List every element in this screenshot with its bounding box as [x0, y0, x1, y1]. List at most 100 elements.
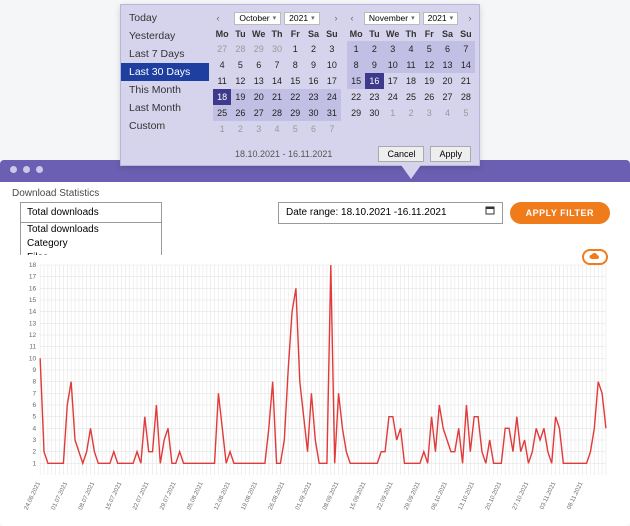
day-cell[interactable]: 7: [268, 57, 286, 73]
day-cell[interactable]: 6: [250, 57, 268, 73]
day-cell[interactable]: 5: [420, 41, 438, 57]
day-cell[interactable]: 16: [304, 73, 322, 89]
year-select-right[interactable]: 2021: [423, 12, 458, 25]
day-cell[interactable]: 17: [323, 73, 341, 89]
preset-option[interactable]: Last 7 Days: [121, 45, 209, 63]
popover-cancel-button[interactable]: Cancel: [378, 146, 424, 162]
day-cell[interactable]: 10: [384, 57, 402, 73]
day-cell[interactable]: 3: [250, 121, 268, 137]
day-cell[interactable]: 5: [231, 57, 249, 73]
day-cell[interactable]: 1: [384, 105, 402, 121]
apply-filter-button[interactable]: APPLY FILTER: [510, 202, 610, 224]
day-cell[interactable]: 29: [286, 105, 304, 121]
day-cell[interactable]: 9: [304, 57, 322, 73]
day-cell[interactable]: 20: [438, 73, 456, 89]
cloud-download-icon[interactable]: [582, 249, 608, 265]
day-cell[interactable]: 18: [402, 73, 420, 89]
next-month-right-button[interactable]: ›: [465, 13, 475, 23]
day-cell[interactable]: 21: [457, 73, 475, 89]
day-cell[interactable]: 7: [457, 41, 475, 57]
day-cell[interactable]: 11: [213, 73, 231, 89]
day-cell[interactable]: 26: [420, 89, 438, 105]
day-cell[interactable]: 31: [323, 105, 341, 121]
day-cell[interactable]: 3: [420, 105, 438, 121]
day-cell[interactable]: 13: [438, 57, 456, 73]
day-cell[interactable]: 24: [323, 89, 341, 105]
day-cell[interactable]: 13: [250, 73, 268, 89]
day-cell[interactable]: 17: [384, 73, 402, 89]
day-cell[interactable]: 8: [347, 57, 365, 73]
day-cell[interactable]: 7: [323, 121, 341, 137]
day-cell[interactable]: 1: [347, 41, 365, 57]
day-cell[interactable]: 15: [347, 73, 365, 89]
day-cell[interactable]: 2: [365, 41, 383, 57]
day-cell[interactable]: 4: [213, 57, 231, 73]
day-cell[interactable]: 28: [268, 105, 286, 121]
day-cell[interactable]: 28: [231, 41, 249, 57]
day-cell[interactable]: 29: [347, 105, 365, 121]
day-cell[interactable]: 19: [231, 89, 249, 105]
day-cell[interactable]: 26: [231, 105, 249, 121]
day-cell[interactable]: 2: [304, 41, 322, 57]
day-cell[interactable]: 29: [250, 41, 268, 57]
prev-month-right-button[interactable]: ‹: [347, 13, 357, 23]
day-cell[interactable]: 24: [384, 89, 402, 105]
metric-option[interactable]: Category: [21, 237, 161, 251]
preset-option[interactable]: This Month: [121, 81, 209, 99]
day-cell[interactable]: 21: [268, 89, 286, 105]
day-cell[interactable]: 3: [323, 41, 341, 57]
preset-option[interactable]: Today: [121, 9, 209, 27]
day-cell[interactable]: 28: [457, 89, 475, 105]
preset-option[interactable]: Last 30 Days: [121, 63, 209, 81]
day-cell[interactable]: 25: [213, 105, 231, 121]
metric-option[interactable]: Total downloads: [21, 223, 161, 237]
day-cell[interactable]: 30: [268, 41, 286, 57]
day-cell[interactable]: 2: [402, 105, 420, 121]
day-cell[interactable]: 14: [268, 73, 286, 89]
day-cell[interactable]: 10: [323, 57, 341, 73]
day-cell[interactable]: 16: [365, 73, 383, 89]
day-cell[interactable]: 6: [304, 121, 322, 137]
day-cell[interactable]: 18: [213, 89, 231, 105]
day-cell[interactable]: 30: [304, 105, 322, 121]
day-cell[interactable]: 12: [420, 57, 438, 73]
day-cell[interactable]: 1: [213, 121, 231, 137]
month-select-right[interactable]: November: [364, 12, 420, 25]
day-cell[interactable]: 23: [365, 89, 383, 105]
day-cell[interactable]: 4: [268, 121, 286, 137]
day-cell[interactable]: 22: [347, 89, 365, 105]
year-select-left[interactable]: 2021: [284, 12, 319, 25]
day-cell[interactable]: 2: [231, 121, 249, 137]
day-cell[interactable]: 5: [457, 105, 475, 121]
preset-option[interactable]: Yesterday: [121, 27, 209, 45]
day-cell[interactable]: 22: [286, 89, 304, 105]
day-cell[interactable]: 27: [250, 105, 268, 121]
day-cell[interactable]: 27: [438, 89, 456, 105]
day-cell[interactable]: 19: [420, 73, 438, 89]
day-cell[interactable]: 27: [213, 41, 231, 57]
day-cell[interactable]: 5: [286, 121, 304, 137]
day-cell[interactable]: 30: [365, 105, 383, 121]
metric-dropdown-selected[interactable]: Total downloads: [21, 203, 161, 223]
popover-apply-button[interactable]: Apply: [430, 146, 471, 162]
day-cell[interactable]: 6: [438, 41, 456, 57]
day-cell[interactable]: 11: [402, 57, 420, 73]
day-cell[interactable]: 14: [457, 57, 475, 73]
day-cell[interactable]: 3: [384, 41, 402, 57]
day-cell[interactable]: 12: [231, 73, 249, 89]
next-month-left-button[interactable]: ›: [331, 13, 341, 23]
day-cell[interactable]: 1: [286, 41, 304, 57]
prev-month-left-button[interactable]: ‹: [213, 13, 223, 23]
day-cell[interactable]: 4: [402, 41, 420, 57]
day-cell[interactable]: 4: [438, 105, 456, 121]
day-cell[interactable]: 20: [250, 89, 268, 105]
day-cell[interactable]: 25: [402, 89, 420, 105]
date-range-field[interactable]: Date range: 18.10.2021 -16.11.2021: [278, 202, 503, 224]
preset-option[interactable]: Custom: [121, 117, 209, 135]
day-cell[interactable]: 9: [365, 57, 383, 73]
day-cell[interactable]: 15: [286, 73, 304, 89]
month-select-left[interactable]: October: [234, 12, 281, 25]
day-cell[interactable]: 23: [304, 89, 322, 105]
preset-option[interactable]: Last Month: [121, 99, 209, 117]
day-cell[interactable]: 8: [286, 57, 304, 73]
